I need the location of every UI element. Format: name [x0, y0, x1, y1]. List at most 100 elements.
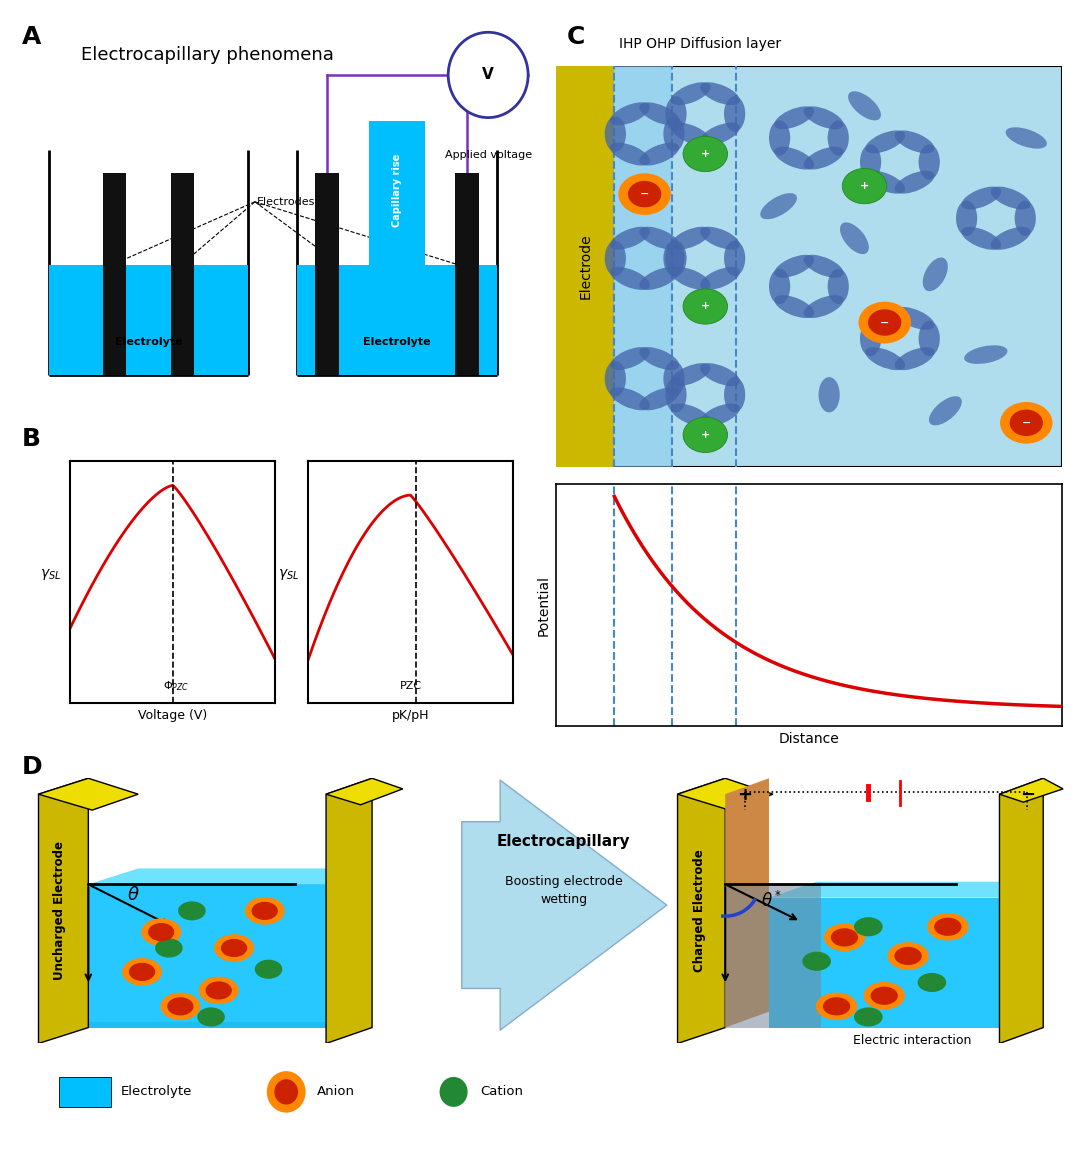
Circle shape: [440, 1077, 468, 1107]
Bar: [315, 173, 339, 375]
Polygon shape: [326, 778, 403, 805]
Ellipse shape: [610, 227, 650, 249]
Circle shape: [824, 924, 865, 951]
Circle shape: [141, 918, 181, 945]
Polygon shape: [726, 778, 769, 1027]
Circle shape: [870, 987, 897, 1004]
Polygon shape: [726, 884, 821, 1027]
Circle shape: [161, 993, 200, 1020]
Polygon shape: [89, 868, 372, 884]
Circle shape: [1000, 402, 1053, 444]
Circle shape: [927, 913, 969, 941]
Circle shape: [683, 417, 728, 452]
Circle shape: [156, 939, 183, 957]
Ellipse shape: [700, 404, 740, 427]
Text: Electric interaction: Electric interaction: [853, 1034, 972, 1047]
Text: Electrolyte: Electrolyte: [121, 1085, 192, 1099]
Ellipse shape: [671, 82, 711, 105]
Circle shape: [252, 902, 278, 920]
Ellipse shape: [665, 96, 687, 131]
Ellipse shape: [774, 255, 814, 278]
Ellipse shape: [724, 377, 745, 413]
Text: $\theta$: $\theta$: [126, 886, 139, 904]
Bar: [171, 173, 194, 375]
Text: Anion: Anion: [316, 1085, 354, 1099]
Ellipse shape: [929, 397, 962, 425]
Ellipse shape: [663, 116, 685, 151]
Text: Electrodes: Electrodes: [257, 197, 315, 206]
Circle shape: [918, 973, 946, 992]
Ellipse shape: [700, 267, 740, 289]
Ellipse shape: [865, 307, 905, 330]
X-axis label: Voltage (V): Voltage (V): [138, 709, 207, 722]
Circle shape: [148, 924, 174, 941]
Ellipse shape: [804, 255, 843, 278]
Text: Electrolyte: Electrolyte: [363, 338, 431, 347]
Text: Boosting electrode
wetting: Boosting electrode wetting: [504, 875, 623, 905]
Ellipse shape: [919, 321, 940, 356]
Ellipse shape: [860, 144, 881, 180]
Circle shape: [274, 1079, 298, 1105]
Ellipse shape: [671, 122, 711, 145]
Polygon shape: [39, 778, 89, 1043]
Ellipse shape: [665, 377, 687, 413]
Circle shape: [894, 947, 921, 965]
Circle shape: [683, 288, 728, 324]
Ellipse shape: [700, 122, 740, 145]
Ellipse shape: [894, 307, 934, 330]
Text: Electrode: Electrode: [579, 234, 593, 299]
Bar: [59, 1077, 111, 1107]
Ellipse shape: [827, 269, 849, 304]
Polygon shape: [326, 778, 372, 1043]
Ellipse shape: [894, 130, 934, 153]
Text: Electrocapillary: Electrocapillary: [497, 834, 631, 850]
Ellipse shape: [639, 103, 679, 126]
Ellipse shape: [804, 146, 843, 169]
Ellipse shape: [769, 120, 791, 156]
Ellipse shape: [760, 193, 797, 219]
Ellipse shape: [639, 347, 679, 370]
Ellipse shape: [610, 267, 650, 289]
Circle shape: [868, 309, 902, 336]
Polygon shape: [999, 778, 1063, 802]
Ellipse shape: [769, 269, 791, 304]
Text: −: −: [1020, 786, 1035, 805]
Ellipse shape: [605, 361, 626, 397]
Ellipse shape: [894, 171, 934, 194]
Bar: [556, 66, 615, 467]
Ellipse shape: [639, 227, 679, 249]
Circle shape: [205, 981, 232, 1000]
Circle shape: [627, 181, 661, 208]
Ellipse shape: [848, 91, 881, 120]
Circle shape: [199, 977, 239, 1004]
Circle shape: [267, 1071, 306, 1113]
Text: −: −: [640, 189, 649, 199]
Ellipse shape: [700, 82, 740, 105]
Ellipse shape: [990, 227, 1030, 250]
Circle shape: [167, 997, 193, 1016]
Polygon shape: [39, 778, 138, 811]
Y-axis label: Potential: Potential: [537, 575, 551, 635]
Bar: [297, 265, 497, 375]
Ellipse shape: [639, 267, 679, 289]
Circle shape: [683, 136, 728, 172]
Text: A: A: [22, 25, 41, 50]
Ellipse shape: [827, 120, 849, 156]
Polygon shape: [999, 778, 1043, 1043]
Text: $\Phi_{PZC}$: $\Phi_{PZC}$: [163, 679, 189, 693]
Ellipse shape: [610, 103, 650, 126]
Ellipse shape: [774, 106, 814, 129]
Ellipse shape: [639, 387, 679, 410]
Ellipse shape: [804, 295, 843, 318]
Text: Cation: Cation: [481, 1085, 524, 1099]
Bar: [49, 265, 248, 375]
Y-axis label: $\gamma_{SL}$: $\gamma_{SL}$: [278, 567, 299, 582]
Bar: [455, 173, 478, 375]
Circle shape: [448, 32, 528, 118]
Polygon shape: [677, 778, 773, 811]
Ellipse shape: [663, 361, 685, 397]
Circle shape: [1010, 409, 1043, 436]
Text: Charged Electrode: Charged Electrode: [693, 850, 706, 972]
Text: IHP OHP Diffusion layer: IHP OHP Diffusion layer: [619, 37, 781, 51]
Circle shape: [245, 897, 285, 925]
